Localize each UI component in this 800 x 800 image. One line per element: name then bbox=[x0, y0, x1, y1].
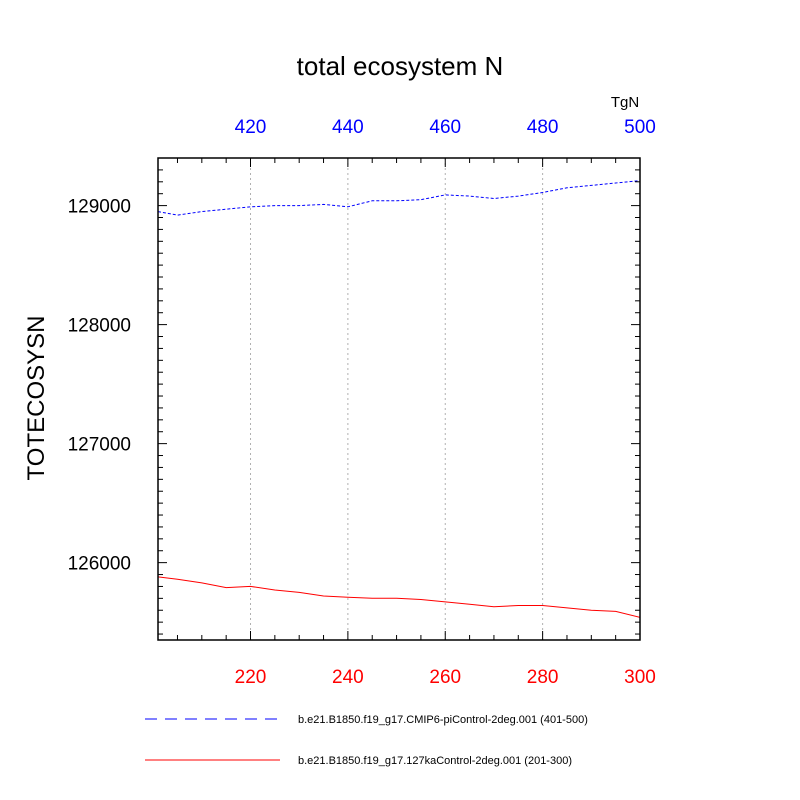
series-line-1 bbox=[157, 180, 641, 216]
x-bottom-tick-label: 220 bbox=[235, 667, 267, 688]
y-axis-label: TOTECOSYSN bbox=[23, 316, 50, 481]
y-tick-label: 127000 bbox=[68, 435, 131, 456]
y-tick-label: 128000 bbox=[68, 316, 131, 337]
plot-frame bbox=[157, 157, 641, 641]
x-bottom-tick-label: 280 bbox=[527, 667, 559, 688]
x-top-tick-label: 460 bbox=[429, 117, 461, 138]
grid bbox=[250, 158, 544, 640]
series-line-2 bbox=[157, 576, 641, 618]
legend: b.e21.B1850.f19_g17.CMIP6-piControl-2deg… bbox=[145, 714, 588, 767]
axes: 126000 127000 128000 129000 220 240 260 280 300 4… bbox=[68, 117, 656, 688]
x-top-tick-label: 420 bbox=[235, 117, 267, 138]
legend-label-2: b.e21.B1850.f19_g17.127kaControl-2deg.00… bbox=[298, 755, 572, 767]
x-bottom-tick-label: 260 bbox=[429, 667, 461, 688]
x-top-tick-label: 440 bbox=[332, 117, 364, 138]
y-tick-label: 126000 bbox=[68, 554, 131, 575]
x-bottom-tick-label: 300 bbox=[624, 667, 656, 688]
legend-label-1: b.e21.B1850.f19_g17.CMIP6-piControl-2deg… bbox=[298, 714, 588, 726]
units-label: TgN bbox=[611, 94, 639, 111]
x-top-tick-label: 480 bbox=[527, 117, 559, 138]
x-top-tick-label: 500 bbox=[624, 117, 656, 138]
x-bottom-tick-label: 240 bbox=[332, 667, 364, 688]
y-tick-label: 129000 bbox=[68, 197, 131, 218]
chart-title: total ecosystem N bbox=[297, 51, 504, 81]
series-lines bbox=[157, 180, 641, 618]
